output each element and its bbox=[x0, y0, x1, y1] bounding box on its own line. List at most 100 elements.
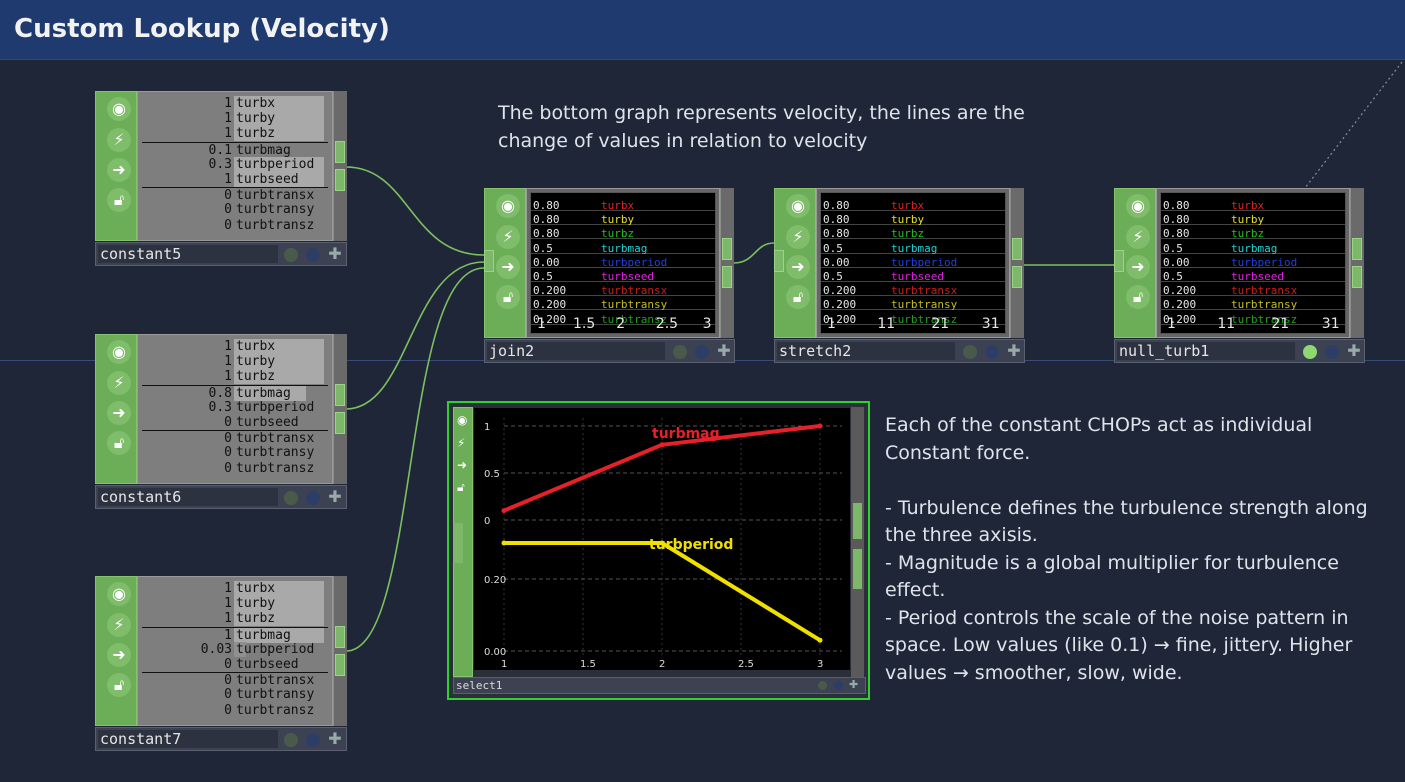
node-name[interactable]: stretch2 bbox=[777, 342, 955, 360]
bypass-flag[interactable] bbox=[963, 345, 977, 359]
output-connector[interactable] bbox=[335, 384, 345, 406]
viewer-toggle-icon[interactable]: ◉ bbox=[786, 194, 810, 218]
viewer-toggle-icon[interactable]: ◉ bbox=[107, 582, 131, 606]
stretch2-node[interactable]: ◉ ⚡ ➜ 🔓︎ 0.80 turbx 0.80 turby 0.80 turbz 0.5 turbm… bbox=[774, 188, 1025, 363]
node-name[interactable]: constant7 bbox=[98, 730, 278, 748]
node-right-bar bbox=[1010, 188, 1024, 338]
channel-row: 0.200 turbtransx bbox=[821, 284, 1005, 297]
bypass-flag[interactable] bbox=[284, 733, 298, 747]
display-flag[interactable] bbox=[306, 733, 320, 747]
lock-icon[interactable]: 🔓︎ bbox=[786, 285, 810, 309]
y-tick-label: 1 bbox=[484, 422, 490, 433]
channel-row: 0.5 turbmag bbox=[531, 242, 715, 255]
lock-icon[interactable]: 🔓︎ bbox=[107, 188, 131, 212]
output-connector[interactable] bbox=[722, 266, 732, 288]
node-name[interactable]: constant5 bbox=[98, 245, 278, 263]
arrow-right-icon[interactable]: ➜ bbox=[1126, 255, 1150, 279]
node-name[interactable]: join2 bbox=[487, 342, 665, 360]
table-row: 0 turbtransz bbox=[224, 460, 315, 476]
display-flag[interactable] bbox=[306, 248, 320, 262]
output-connector[interactable] bbox=[335, 412, 345, 434]
cook-icon[interactable]: ⚡ bbox=[1126, 225, 1150, 249]
channel-row: 0.200 turbtransy bbox=[1161, 298, 1345, 311]
bypass-flag[interactable] bbox=[1303, 345, 1317, 359]
display-flag[interactable] bbox=[985, 345, 999, 359]
channel-row: 0.80 turbz bbox=[1161, 227, 1345, 240]
output-connector[interactable] bbox=[1012, 266, 1022, 288]
output-connector[interactable] bbox=[335, 169, 345, 191]
input-connector[interactable] bbox=[774, 250, 784, 272]
channel-row: 0.80 turbz bbox=[531, 227, 715, 240]
display-flag[interactable] bbox=[1325, 345, 1339, 359]
output-connector[interactable] bbox=[1012, 238, 1022, 260]
table-row: 0.3 turbperiod bbox=[142, 156, 328, 172]
arrow-right-icon[interactable]: ➜ bbox=[107, 401, 131, 425]
display-flag[interactable] bbox=[834, 681, 843, 690]
lock-icon[interactable]: 🔓︎ bbox=[107, 431, 131, 455]
add-icon[interactable]: ✚ bbox=[1007, 341, 1021, 360]
output-connector[interactable] bbox=[853, 549, 862, 589]
node-name[interactable]: select1 bbox=[456, 679, 503, 692]
add-icon[interactable]: ✚ bbox=[328, 487, 342, 506]
input-connector[interactable] bbox=[1114, 250, 1124, 272]
output-connector[interactable] bbox=[1352, 238, 1362, 260]
channel-row: 0.5 turbmag bbox=[1161, 242, 1345, 255]
add-icon[interactable]: ✚ bbox=[849, 678, 859, 691]
cook-icon[interactable]: ⚡ bbox=[107, 128, 131, 152]
bypass-flag[interactable] bbox=[673, 345, 687, 359]
output-connector[interactable] bbox=[335, 654, 345, 676]
arrow-right-icon[interactable]: ➜ bbox=[107, 158, 131, 182]
arrow-right-icon[interactable]: ➜ bbox=[496, 255, 520, 279]
constant5-node[interactable]: ◉ ⚡ ➜ 🔓︎ 1 turbx 1 turby 1 turbz 0.1 turbmag… bbox=[95, 91, 347, 266]
output-connector[interactable] bbox=[335, 141, 345, 163]
channel-row: 0.80 turbx bbox=[531, 199, 715, 212]
lock-icon[interactable]: 🔓︎ bbox=[107, 673, 131, 697]
join2-node[interactable]: ◉ ⚡ ➜ 🔓︎ 0.80 turbx 0.80 turby 0.80 turbz 0.5 turbm… bbox=[484, 188, 735, 363]
series-label: turbperiod bbox=[649, 537, 733, 553]
axis-tick-label: 1 bbox=[537, 316, 546, 332]
display-flag[interactable] bbox=[695, 345, 709, 359]
table-row: 1 turbx bbox=[142, 581, 328, 596]
constant6-node[interactable]: ◉ ⚡ ➜ 🔓︎ 1 turbx 1 turby 1 turbz 0.8 turbmag… bbox=[95, 334, 347, 509]
input-connector[interactable] bbox=[453, 523, 463, 563]
data-point bbox=[659, 442, 665, 448]
cook-icon[interactable]: ⚡ bbox=[107, 371, 131, 395]
bypass-flag[interactable] bbox=[818, 681, 827, 690]
add-icon[interactable]: ✚ bbox=[717, 341, 731, 360]
select1-node[interactable]: ◉ ⚡ ➜ 🔓︎ 1 1.5 2 2.5 3 1 0.5 0 turbmag 0.20 0.00 tu… bbox=[447, 401, 870, 700]
input-connector[interactable] bbox=[484, 250, 494, 272]
cook-icon[interactable]: ⚡ bbox=[107, 613, 131, 637]
lock-icon[interactable]: 🔓︎ bbox=[496, 285, 520, 309]
node-name[interactable]: constant6 bbox=[98, 488, 278, 506]
output-connector[interactable] bbox=[722, 238, 732, 260]
constant7-node[interactable]: ◉ ⚡ ➜ 🔓︎ 1 turbx 1 turby 1 turbz 1 turbmag 0… bbox=[95, 576, 347, 751]
cook-icon[interactable]: ⚡ bbox=[457, 436, 466, 450]
output-connector[interactable] bbox=[335, 626, 345, 648]
viewer-toggle-icon[interactable]: ◉ bbox=[457, 413, 468, 427]
viewer-toggle-icon[interactable]: ◉ bbox=[496, 194, 520, 218]
output-connector[interactable] bbox=[853, 503, 862, 539]
arrow-right-icon[interactable]: ➜ bbox=[786, 255, 810, 279]
output-connector[interactable] bbox=[1352, 266, 1362, 288]
null-turb1-node[interactable]: ◉ ⚡ ➜ 🔓︎ 0.80 turbx 0.80 turby 0.80 turbz 0.5 turbm… bbox=[1114, 188, 1365, 363]
arrow-right-icon[interactable]: ➜ bbox=[457, 458, 468, 472]
display-flag[interactable] bbox=[306, 491, 320, 505]
node-name[interactable]: null_turb1 bbox=[1117, 342, 1295, 360]
arrow-right-icon[interactable]: ➜ bbox=[107, 643, 131, 667]
cook-icon[interactable]: ⚡ bbox=[786, 225, 810, 249]
add-icon[interactable]: ✚ bbox=[328, 729, 342, 748]
viewer-toggle-icon[interactable]: ◉ bbox=[107, 97, 131, 121]
cook-icon[interactable]: ⚡ bbox=[496, 225, 520, 249]
bypass-flag[interactable] bbox=[284, 491, 298, 505]
lock-icon[interactable]: 🔓︎ bbox=[457, 480, 465, 494]
channel-row: 0.200 turbtransz bbox=[531, 313, 715, 326]
viewer-toggle-icon[interactable]: ◉ bbox=[1126, 194, 1150, 218]
chop-axis: 1 1.5 2 2.5 3 bbox=[531, 316, 715, 333]
add-icon[interactable]: ✚ bbox=[328, 244, 342, 263]
add-icon[interactable]: ✚ bbox=[1347, 341, 1361, 360]
bypass-flag[interactable] bbox=[284, 248, 298, 262]
axis-tick-label: 3 bbox=[702, 316, 712, 332]
node-name-bar: join2 ✚ bbox=[484, 339, 735, 363]
viewer-toggle-icon[interactable]: ◉ bbox=[107, 340, 131, 364]
lock-icon[interactable]: 🔓︎ bbox=[1126, 285, 1150, 309]
